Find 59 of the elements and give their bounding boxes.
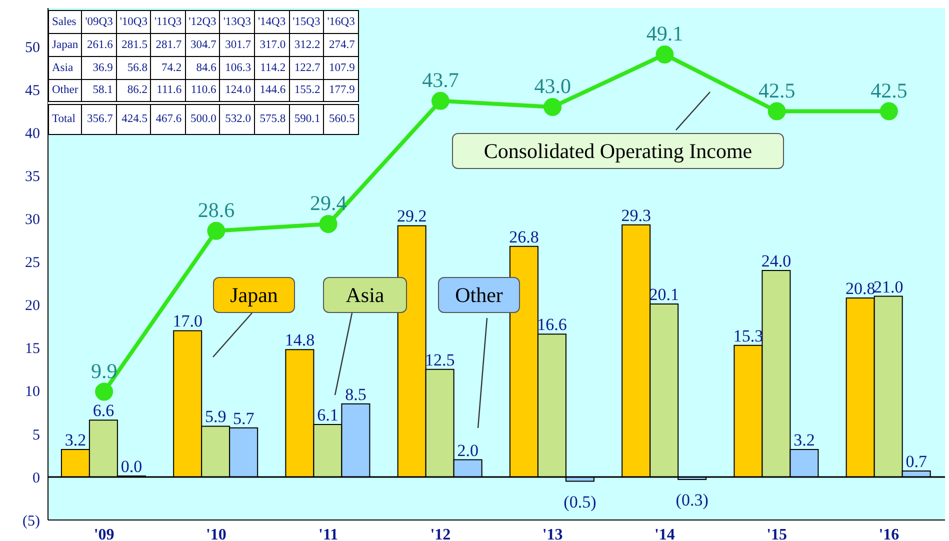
data-label: 6.6 [92, 401, 114, 420]
data-label: 29.2 [396, 206, 427, 226]
data-label: 0.7 [906, 452, 928, 471]
data-label: 26.8 [509, 227, 539, 246]
y-tick-label: 50 [25, 40, 40, 56]
data-label: 24.0 [761, 251, 792, 270]
data-label: (0.5) [564, 492, 596, 512]
data-label: 42.5 [758, 78, 796, 102]
data-label: 5.7 [232, 408, 255, 428]
text: Sales '09Q3 '10Q3 '11Q3 '12Q3 '13Q3 '14Q3 '15Q3 '16Q3 [52, 16, 355, 28]
x-tick-label: '09 [94, 526, 114, 541]
x-tick-label: '11 [318, 526, 338, 541]
data-label: 16.6 [537, 315, 567, 334]
text: Other 58.1 86.2 111.6 110.6 124.0 144.6 155.2 177.9 [52, 84, 355, 96]
y-tick-label: (5) [22, 513, 40, 530]
data-label: 17.0 [172, 312, 202, 331]
data-label: 3.2 [64, 430, 86, 450]
y-tick-label: 25 [25, 255, 40, 272]
data-label: 2.0 [457, 440, 478, 460]
x-tick-label: '12 [430, 526, 451, 541]
data-label: 20.8 [845, 278, 876, 298]
data-label: 49.1 [646, 21, 684, 46]
data-label: 43.7 [422, 68, 459, 92]
text: Asia 36.9 56.8 74.2 84.6 106.3 114.2 122.7 107.9 [52, 62, 355, 74]
data-label: 0.0 [120, 456, 142, 476]
data-label: 29.3 [621, 206, 651, 225]
text: Asia [323, 277, 407, 313]
text: Japan 261.6 281.5 281.7 304.7 301.7 317.0 312.2 274.7 [52, 39, 355, 51]
series-label: Consolidated Operating Income [452, 133, 784, 169]
data-label: 42.5 [870, 78, 908, 102]
y-tick-label: 35 [25, 169, 40, 186]
y-tick-label: 30 [25, 212, 40, 228]
data-label: 28.6 [198, 198, 235, 222]
series-label: Japan [213, 277, 295, 313]
data-label: 5.9 [204, 407, 226, 426]
y-tick-label: 10 [25, 384, 40, 400]
y-tick-label: 20 [25, 298, 40, 314]
data-label: 3.2 [794, 430, 815, 450]
x-tick-label: '16 [878, 526, 900, 541]
y-tick-label: 15 [25, 341, 40, 358]
data-label: 6.1 [317, 405, 338, 424]
data-label: 12.5 [424, 350, 455, 370]
data-label: (0.3) [676, 490, 708, 510]
x-tick-label: '15 [766, 526, 788, 541]
text: Other [438, 277, 520, 313]
data-label: 43.0 [534, 74, 571, 98]
text: Total 356.7 424.5 467.6 500.0 532.0 575.8 590.1 560.5 [52, 113, 355, 126]
y-tick-label: 5 [32, 427, 40, 444]
data-label: 21.0 [873, 277, 904, 296]
data-label: 14.8 [284, 330, 315, 350]
y-tick-label: 0 [32, 470, 40, 486]
x-tick-label: '10 [206, 526, 226, 541]
data-label: 9.9 [90, 358, 118, 383]
x-tick-label: '13 [542, 526, 563, 541]
x-tick-label: '14 [654, 526, 675, 541]
y-tick-label: 40 [25, 126, 40, 142]
data-label: 8.5 [345, 384, 366, 404]
y-tick-label: 45 [25, 83, 40, 100]
data-label: 29.4 [310, 190, 348, 215]
